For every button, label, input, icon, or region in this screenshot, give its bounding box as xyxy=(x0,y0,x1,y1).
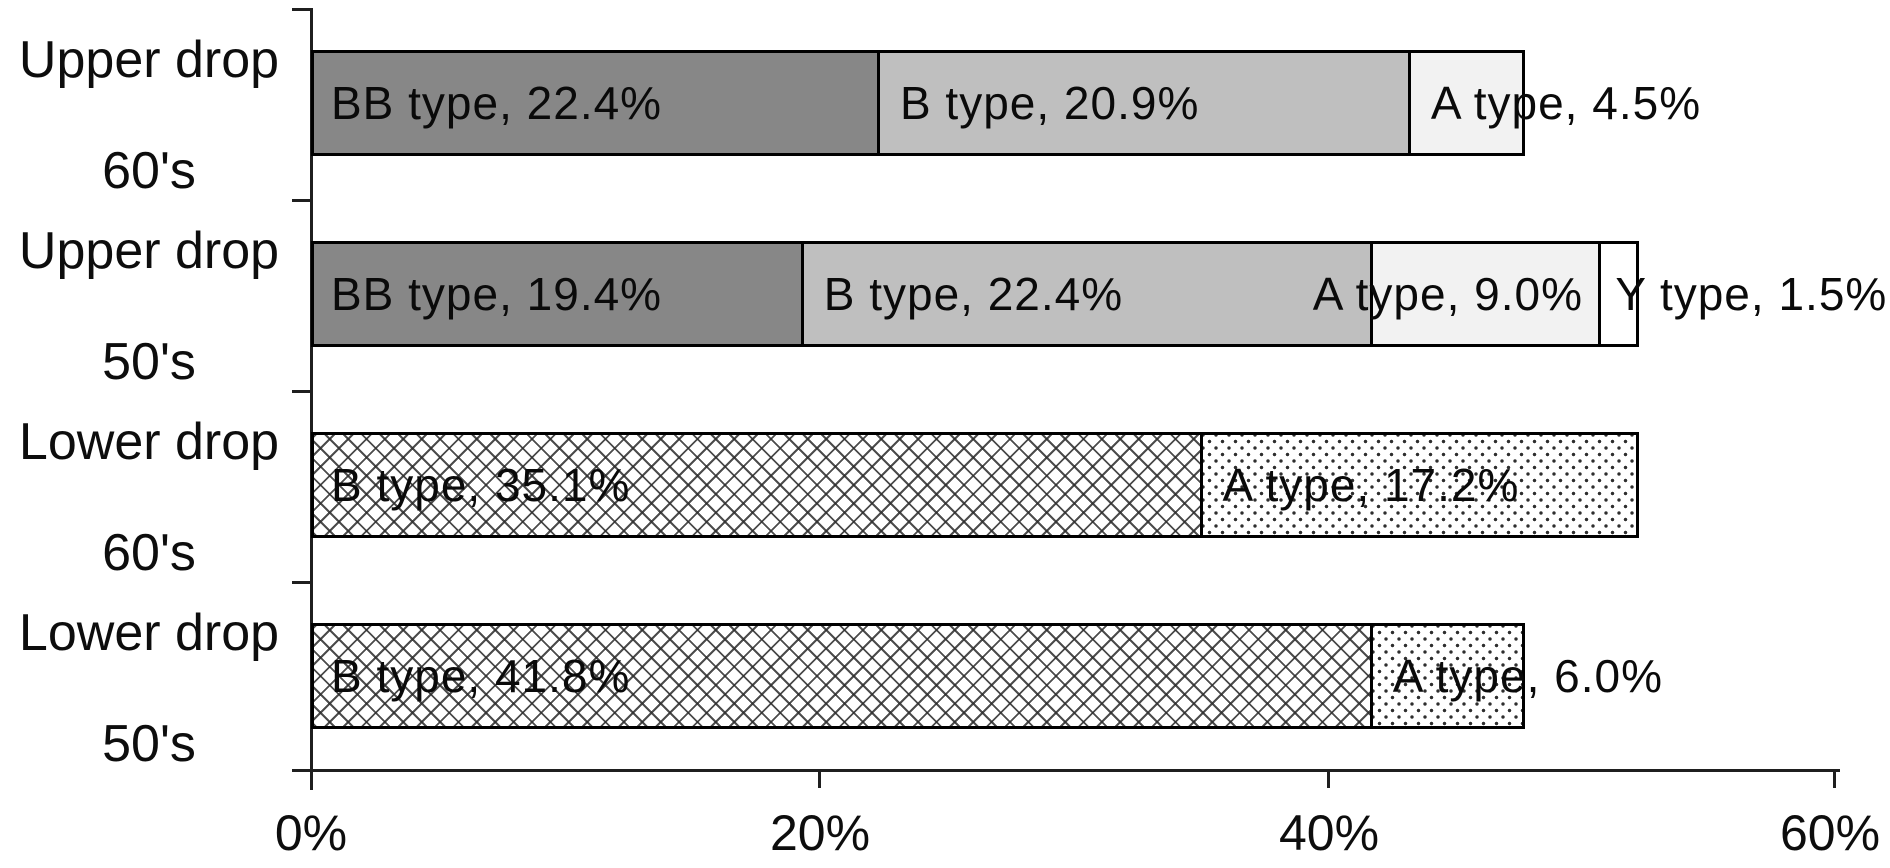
bar-segment-b-type xyxy=(311,432,1203,538)
y-axis-tick xyxy=(292,581,312,584)
segment-label: A type, 9.0% xyxy=(1312,268,1583,320)
x-tick-label-60: 60% xyxy=(1779,805,1881,861)
segment-label: B type, 41.8% xyxy=(331,650,631,702)
category-label-line: 50's xyxy=(102,715,196,773)
bar-segment-a-type xyxy=(1407,50,1526,156)
bar-segment-a-type xyxy=(1369,241,1602,347)
bar-segment-a-type xyxy=(1199,432,1640,538)
category-label: Upper drop 50's xyxy=(0,196,298,418)
x-axis-tick xyxy=(818,772,821,788)
segment-label: B type, 20.9% xyxy=(899,77,1200,129)
category-label: Upper drop 60's xyxy=(0,5,298,227)
segment-label: A type, 17.2% xyxy=(1222,459,1520,511)
x-axis-zero-tick xyxy=(310,769,313,790)
x-tick-label-0: 0% xyxy=(274,805,348,861)
bar-segment-b-type xyxy=(800,241,1373,347)
x-tick-label-40: 40% xyxy=(1278,805,1380,861)
segment-label: B type, 22.4% xyxy=(823,268,1124,320)
category-label-line: Lower drop xyxy=(18,413,280,471)
bar-segment-b-type xyxy=(311,623,1373,729)
bar-segment-bb-type xyxy=(311,241,804,347)
y-axis-tick xyxy=(292,8,312,11)
x-axis-tick xyxy=(1833,772,1836,788)
x-axis-tick xyxy=(1327,772,1330,788)
category-label: Lower drop 50's xyxy=(0,578,298,800)
segment-label: A type, 6.0% xyxy=(1392,650,1663,702)
y-axis-tick xyxy=(292,199,312,202)
bar-segment-a-type xyxy=(1369,623,1526,729)
x-axis-line xyxy=(292,769,1840,772)
y-axis-tick xyxy=(292,390,312,393)
category-label-line: 60's xyxy=(102,142,196,200)
category-label-line: Upper drop xyxy=(18,31,280,89)
x-tick-label-20: 20% xyxy=(769,805,871,861)
segment-label: Y type, 1.5% xyxy=(1615,268,1888,320)
segment-label: B type, 35.1% xyxy=(331,459,631,511)
category-label-line: Lower drop xyxy=(18,604,280,662)
segment-label: BB type, 22.4% xyxy=(331,77,663,129)
segment-label: A type, 4.5% xyxy=(1430,77,1702,129)
category-label-line: 50's xyxy=(102,333,196,391)
category-label: Lower drop 60's xyxy=(0,387,298,609)
segment-label: BB type, 19.4% xyxy=(331,268,663,320)
category-label-line: Upper drop xyxy=(18,222,280,280)
category-label-line: 60's xyxy=(102,524,196,582)
bar-segment-y-type xyxy=(1598,241,1640,347)
